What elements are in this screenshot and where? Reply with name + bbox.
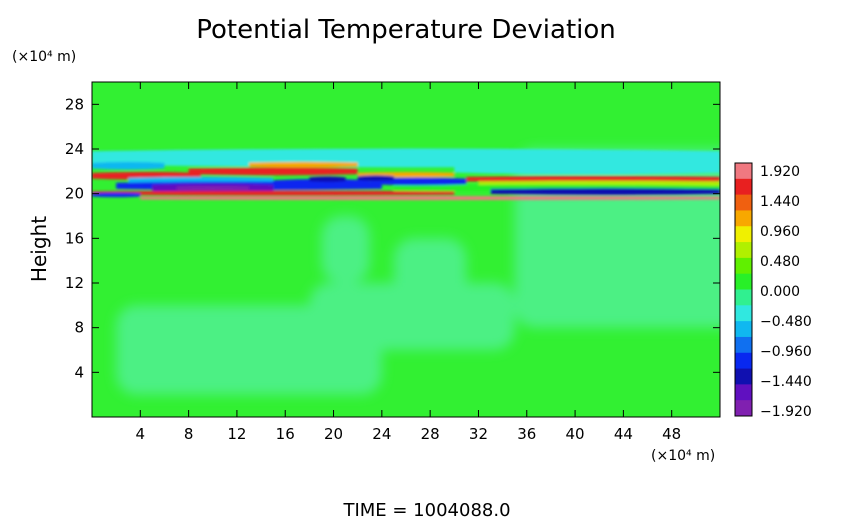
x-tick-label: 24 (372, 425, 391, 443)
colorbar-label: 1.920 (760, 164, 800, 180)
colorbar-swatch (735, 289, 752, 306)
colorbar-swatch (735, 163, 752, 180)
field-streak (249, 161, 358, 168)
y-tick-label: 20 (65, 185, 84, 203)
colorbar-swatch (735, 352, 752, 370)
x-tick-label: 20 (324, 425, 343, 443)
y-axis-ticks: 4 8 12 16 20 24 28 (65, 95, 720, 381)
colorbar-swatch (735, 273, 752, 290)
x-tick-label: 44 (614, 425, 633, 443)
x-axis-unit: (×10⁴ m) (651, 448, 715, 464)
colorbar-label: −1.920 (760, 404, 812, 420)
colorbar-label: −1.440 (760, 374, 812, 390)
x-tick-label: 12 (227, 425, 246, 443)
field-soft-regions (116, 149, 720, 395)
x-tick-label: 36 (517, 425, 536, 443)
colorbar (734, 162, 753, 417)
colorbar-label: −0.960 (760, 344, 812, 360)
x-tick-label: 40 (566, 425, 585, 443)
field-streak (188, 167, 358, 176)
field-soft-region (321, 216, 370, 283)
field-streak (357, 175, 394, 181)
x-tick-label: 32 (469, 425, 488, 443)
y-tick-label: 24 (65, 140, 84, 158)
colorbar-label: 0.480 (760, 254, 800, 270)
y-axis-unit: (×10⁴ m) (12, 49, 76, 65)
plot-area (91, 81, 721, 418)
colorbar-swatch (735, 400, 752, 417)
colorbar-swatch (735, 321, 752, 338)
chart-title: Potential Temperature Deviation (196, 15, 616, 45)
colorbar-swatch (735, 226, 752, 243)
colorbar-label: 0.960 (760, 224, 800, 240)
colorbar-label: 0.000 (760, 284, 800, 300)
colorbar-swatch (735, 305, 752, 322)
field-streaks (92, 148, 720, 201)
colorbar-label: −0.480 (760, 314, 812, 330)
field-soft-region (309, 283, 515, 350)
colorbar-label: 1.440 (760, 194, 800, 210)
y-tick-label: 12 (65, 274, 84, 292)
field-streak (176, 186, 249, 191)
field-streak (140, 196, 720, 201)
field-streak (92, 161, 165, 170)
x-tick-label: 48 (662, 425, 681, 443)
y-tick-label: 8 (74, 319, 84, 337)
x-tick-label: 16 (276, 425, 295, 443)
field-soft-region (393, 238, 467, 306)
x-tick-label: 4 (136, 425, 146, 443)
y-tick-label: 4 (74, 363, 84, 381)
y-axis-label: Height (27, 216, 51, 282)
x-tick-label: 8 (184, 425, 194, 443)
x-axis-ticks: 4 8 12 16 20 24 28 32 36 40 44 48 (136, 82, 681, 443)
colorbar-swatch (735, 384, 752, 401)
plot-frame (91, 81, 721, 418)
field-streak (490, 187, 720, 195)
field-streak (92, 190, 455, 196)
colorbar-swatch (735, 336, 752, 354)
y-tick-label: 16 (65, 229, 84, 247)
x-tick-label: 28 (421, 425, 440, 443)
field-soft-region (514, 149, 720, 328)
colorbar-swatch (735, 178, 752, 196)
colorbar-swatch (735, 210, 752, 227)
field-soft-region (212, 350, 358, 384)
colorbar-swatch (735, 368, 752, 385)
colorbar-labels: 1.920 1.440 0.960 0.480 0.000 −0.480 −0.960 −1.… (760, 164, 812, 420)
y-tick-label: 28 (65, 95, 84, 113)
field-streak (454, 161, 720, 175)
colorbar-frame (734, 162, 753, 417)
field-streak (92, 192, 141, 198)
field-streak (466, 176, 720, 183)
colorbar-swatch (735, 257, 752, 275)
colorbar-swatch (735, 242, 752, 259)
time-label: TIME = 1004088.0 (342, 500, 510, 519)
field-layer (92, 148, 720, 395)
field-streak (309, 176, 346, 182)
colorbar-swatch (735, 194, 752, 211)
